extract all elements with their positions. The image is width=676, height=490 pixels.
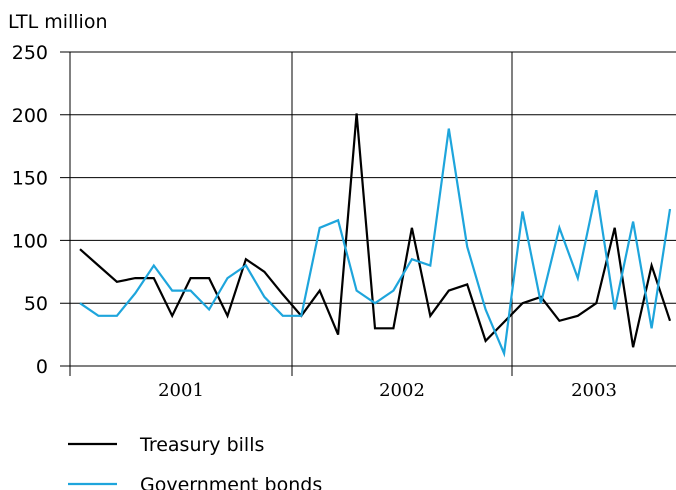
y-tick-label-0: 0 [36,356,48,378]
legend: Treasury bills Government bonds [68,434,322,490]
plot-frame [69,52,513,376]
legend-label-1: Treasury bills [139,434,264,456]
y-axis-unit-label: LTL million [8,11,108,33]
series-line-2 [79,128,672,358]
x-axis-categories: 2001 2002 2003 [158,380,617,401]
series-lines [79,113,672,358]
y-tick-label-50: 50 [24,293,48,315]
x-category-label-2002: 2002 [379,380,425,401]
y-tick-label-150: 150 [12,168,48,190]
x-category-label-2001: 2001 [158,380,204,401]
series-line-1 [79,113,672,348]
legend-label-2: Government bonds [140,474,322,490]
x-category-label-2003: 2003 [571,380,617,401]
y-axis: 0 50 100 150 200 250 [12,42,676,378]
y-tick-label-250: 250 [12,42,48,64]
y-tick-label-100: 100 [12,230,48,252]
y-tick-label-200: 200 [12,105,48,127]
